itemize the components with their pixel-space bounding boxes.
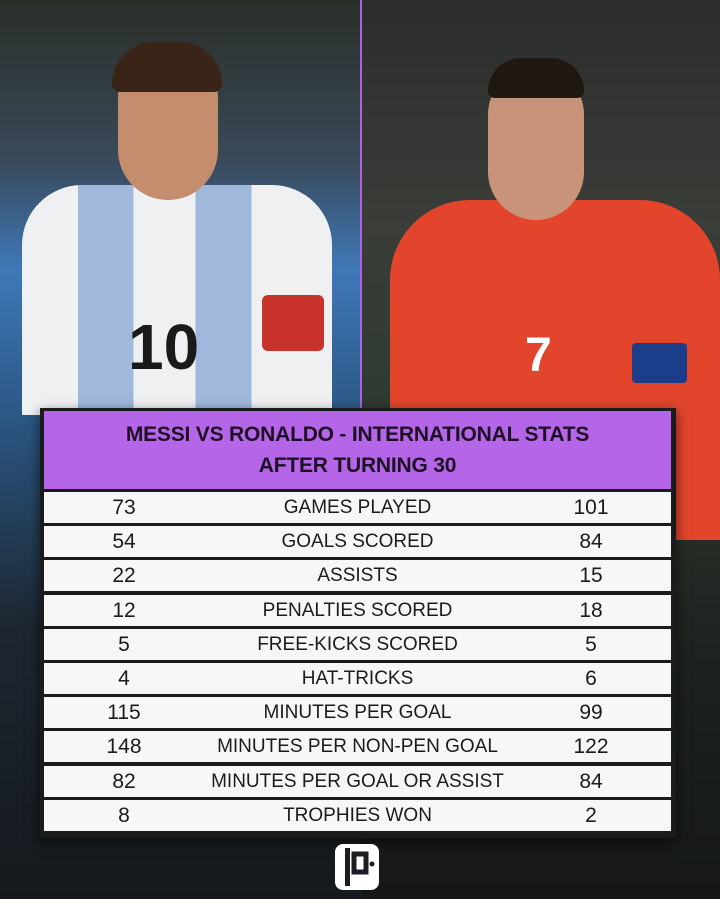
ronaldo-hair — [488, 58, 584, 98]
right-value: 6 — [585, 667, 597, 690]
stat-label: MINUTES PER NON-PEN GOAL — [217, 736, 498, 758]
table-row: 54 GOALS SCORED 84 — [44, 526, 671, 558]
table-header: MESSI VS RONALDO - INTERNATIONAL STATS A… — [44, 411, 671, 489]
table-row: 22 ASSISTS 15 — [44, 560, 671, 592]
shirt-number-right: 7 — [525, 329, 552, 382]
left-value: 115 — [107, 701, 141, 725]
right-value: 2 — [585, 803, 597, 827]
stat-label: PENALTIES SCORED — [262, 599, 453, 621]
left-value: 54 — [112, 530, 136, 554]
messi-hair — [112, 42, 222, 92]
shirt-number-left: 10 — [128, 311, 200, 383]
table-row: 12 PENALTIES SCORED 18 — [44, 594, 671, 626]
stat-label: GOALS SCORED — [281, 531, 434, 553]
stat-label: MINUTES PER GOAL — [263, 702, 452, 724]
captain-armband-right — [632, 343, 687, 383]
stat-label: FREE-KICKS SCORED — [257, 633, 458, 655]
title-line-2: AFTER TURNING 30 — [258, 454, 457, 477]
left-value: 22 — [112, 564, 136, 588]
stat-label: HAT-TRICKS — [301, 668, 414, 689]
right-value: 84 — [579, 769, 603, 793]
stat-label: GAMES PLAYED — [283, 497, 432, 518]
table-row: 5 FREE-KICKS SCORED 5 — [44, 628, 671, 660]
right-value: 18 — [579, 598, 603, 622]
captain-armband-left — [262, 295, 324, 351]
left-value: 12 — [112, 598, 136, 622]
right-value: 101 — [573, 496, 609, 519]
right-value: 99 — [579, 701, 603, 725]
publisher-logo-icon — [335, 844, 379, 890]
table-row: 115 MINUTES PER GOAL 99 — [44, 697, 671, 729]
stat-label: TROPHIES WON — [283, 804, 432, 826]
right-value: 15 — [579, 564, 603, 588]
left-value: 4 — [118, 667, 130, 690]
left-value: 82 — [112, 769, 136, 793]
right-value: 122 — [573, 735, 609, 759]
table-row: 8 TROPHIES WON 2 — [44, 799, 671, 831]
right-value: 84 — [579, 530, 603, 554]
left-value: 148 — [106, 735, 142, 759]
left-value: 8 — [118, 803, 130, 827]
right-value: 5 — [585, 632, 597, 656]
table-row: 82 MINUTES PER GOAL OR ASSIST 84 — [44, 765, 671, 797]
table-row: 4 HAT-TRICKS 6 — [44, 663, 671, 694]
table-row: 73 GAMES PLAYED 101 — [44, 492, 671, 523]
photo-divider — [360, 0, 362, 420]
stats-table: MESSI VS RONALDO - INTERNATIONAL STATS A… — [40, 408, 676, 838]
left-value: 73 — [112, 496, 136, 519]
title-line-1: MESSI VS RONALDO - INTERNATIONAL STATS — [125, 423, 590, 446]
stat-label: ASSISTS — [317, 565, 398, 587]
table-row: 148 MINUTES PER NON-PEN GOAL 122 — [44, 731, 671, 763]
stat-label: MINUTES PER GOAL OR ASSIST — [211, 770, 504, 792]
left-value: 5 — [118, 632, 130, 656]
